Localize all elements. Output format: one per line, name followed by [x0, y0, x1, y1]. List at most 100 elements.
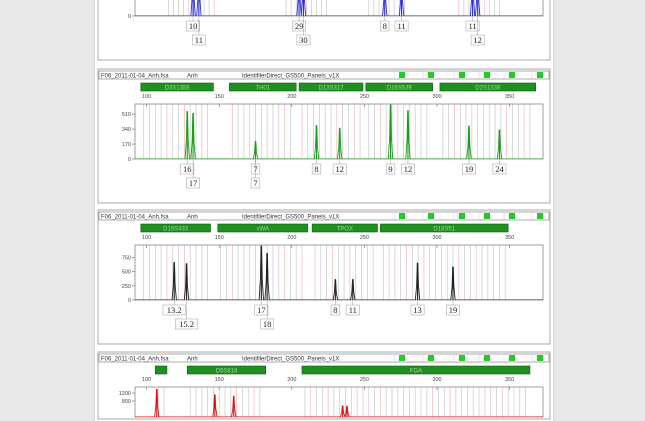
dye-indicator-3: [484, 213, 490, 219]
locus-bar: [365, 82, 433, 92]
allele-label: 16: [183, 164, 192, 174]
allele-label-box: [250, 177, 261, 189]
locus-bar: [217, 223, 309, 233]
y-tick-label: 0: [128, 14, 131, 20]
locus-name: TH01: [255, 86, 270, 92]
allele-label: 19: [465, 164, 474, 174]
dye-indicator-2: [459, 213, 465, 219]
allele-label-box: [292, 20, 306, 32]
electropherogram-svg: F06_2011-01-04_Anh.fsa Anh IdentifilerDire…: [97, 0, 551, 420]
sample-name: Anh: [187, 74, 198, 80]
allele-label-box: [162, 304, 186, 316]
dye-indicator-1: [428, 72, 434, 78]
allele-label: 7: [253, 178, 257, 188]
dye-indicator-3: [484, 355, 490, 361]
dye-indicator-2: [459, 355, 465, 361]
allele-label-box: [332, 163, 347, 175]
allele-label: 13.2: [167, 305, 182, 315]
y-tick-label: 0: [128, 298, 131, 304]
panel-header-bar: [98, 70, 550, 80]
allele-label: 8: [383, 21, 387, 31]
y-tick-label: 250: [122, 284, 131, 290]
allele-label-box: [465, 20, 480, 32]
y-tick-label: 340: [122, 127, 131, 133]
locus-name: D16S539: [387, 86, 413, 92]
allele-label-box: [296, 34, 311, 46]
locus-name: FGA: [410, 369, 422, 375]
panel-name: IdentifilerDirect_GS500_Panels_v1X: [242, 215, 339, 221]
dye-indicator-4: [509, 72, 515, 78]
locus-bar: [380, 223, 509, 233]
electropherogram-sheet: F06_2011-01-04_Anh.fsa Anh IdentifilerDire…: [95, 0, 553, 421]
locus-bar: [229, 82, 297, 92]
allele-label: 11: [397, 21, 405, 31]
allele-label-box: [180, 163, 195, 175]
x-tick-label: 300: [432, 235, 441, 241]
allele-label: 15.2: [179, 319, 194, 329]
allele-label-box: [446, 304, 460, 316]
locus-name: D18S51: [433, 227, 455, 233]
allele-label: 30: [299, 35, 308, 45]
file-name: F06_2011-01-04_Anh.fsa: [101, 357, 169, 363]
panel-black: F06_2011-01-04_Anh.fsa Anh IdentifilerDire…: [97, 209, 551, 345]
allele-label: 13: [413, 305, 422, 315]
x-tick-label: 150: [215, 235, 224, 241]
allele-label-box: [311, 163, 322, 175]
locus-bar: [301, 365, 531, 375]
y-tick-label: 0: [128, 157, 131, 163]
allele-label: 9: [388, 164, 392, 174]
dye-indicator-3: [484, 72, 490, 78]
x-tick-label: 250: [360, 94, 369, 100]
allele-label-box: [410, 304, 425, 316]
allele-label-box: [254, 304, 269, 316]
x-tick-label: 150: [215, 94, 224, 100]
allele-label: 12: [404, 164, 413, 174]
locus-name: TPOX: [337, 227, 353, 233]
dye-indicator-0: [399, 72, 405, 78]
allele-label: 11: [468, 21, 476, 31]
panel-frame: [97, 0, 551, 61]
allele-label: 8: [333, 305, 337, 315]
x-tick-label: 200: [287, 235, 296, 241]
dye-indicator-5: [537, 72, 543, 78]
allele-label-box: [394, 20, 409, 32]
y-tick-label: 170: [122, 142, 131, 148]
file-name: F06_2011-01-04_Anh.fsa: [101, 74, 169, 80]
allele-label-box: [175, 318, 199, 330]
allele-label-box: [492, 163, 507, 175]
x-tick-label: 200: [287, 377, 296, 383]
allele-label-box: [186, 20, 200, 32]
panel-header-bar: [98, 211, 550, 221]
allele-label-box: [385, 163, 396, 175]
y-tick-label: 500: [122, 270, 131, 276]
allele-label-box: [380, 20, 390, 32]
dye-indicator-5: [537, 355, 543, 361]
locus-bar: [298, 82, 364, 92]
y-tick-label: 1200: [119, 391, 131, 397]
x-tick-label: 300: [432, 377, 441, 383]
locus-bar: [311, 223, 378, 233]
locus-bar: [140, 223, 211, 233]
allele-label: 10: [189, 21, 198, 31]
y-tick-label: 750: [122, 255, 131, 261]
allele-label: 17: [257, 305, 266, 315]
sample-name: Anh: [187, 215, 198, 221]
locus-bar: [186, 365, 266, 375]
allele-label-box: [191, 34, 206, 46]
dye-indicator-2: [459, 72, 465, 78]
locus-bar: [439, 82, 537, 92]
x-tick-label: 300: [432, 94, 441, 100]
plot-area: [134, 103, 544, 160]
allele-label: 18: [263, 319, 272, 329]
locus-name: D13S317: [318, 86, 344, 92]
allele-label: 12: [473, 35, 482, 45]
panel-header-bar: [98, 353, 550, 363]
dye-indicator-5: [537, 213, 543, 219]
allele-label-box: [186, 177, 200, 189]
y-tick-label: 510: [122, 112, 131, 118]
panel-name: IdentifilerDirect_GS500_Panels_v1X: [242, 74, 339, 80]
x-tick-label: 150: [215, 377, 224, 383]
allele-label: 24: [495, 164, 504, 174]
panel-frame: [97, 351, 551, 420]
allele-label-box: [345, 304, 360, 316]
